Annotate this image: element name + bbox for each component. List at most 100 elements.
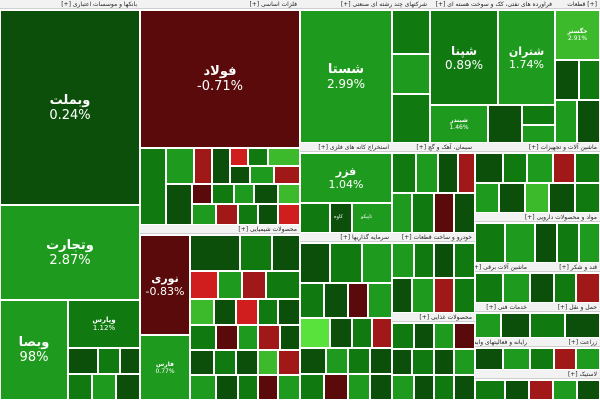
sector-header-misc4[interactable]: لاستیک [+]: [475, 370, 600, 379]
tile-small[interactable]: [549, 183, 575, 213]
tile-small[interactable]: [330, 243, 362, 283]
tile-small[interactable]: [238, 375, 258, 400]
tile-small[interactable]: [577, 380, 600, 400]
tile-small[interactable]: [454, 323, 475, 349]
tile-small[interactable]: [254, 184, 278, 204]
sector-banks[interactable]: بانکها و موسسات اعتباری [+] وبملت 0.24% …: [0, 0, 140, 400]
tile-small[interactable]: [268, 148, 300, 166]
tile-bright[interactable]: [300, 318, 330, 348]
tile-small[interactable]: [434, 193, 454, 233]
tile-small[interactable]: [348, 374, 370, 400]
tile-small[interactable]: [300, 283, 324, 318]
tile-small[interactable]: [212, 184, 234, 204]
tile-small[interactable]: [216, 375, 238, 400]
sector-cement[interactable]: سیمان، آهک و گچ [+]: [392, 143, 475, 233]
sector-header-basic-metals[interactable]: فلزات اساسی [+]: [140, 0, 300, 9]
sector-holdings[interactable]: شرکتهای چند رشته ای صنعتی [+] شستا 2.99%: [300, 0, 430, 143]
sector-pharma[interactable]: مواد و محصولات دارویی [+]: [475, 213, 600, 263]
sector-header-misc3[interactable]: زراعت [+]: [530, 338, 600, 347]
tile-small[interactable]: [98, 348, 120, 374]
tile-foolad[interactable]: فولاد -0.71%: [140, 10, 300, 148]
tile-khgostar[interactable]: خگستر 2.91%: [555, 10, 600, 60]
tile-small[interactable]: [565, 313, 600, 338]
tile-small[interactable]: [557, 223, 579, 263]
tile-small[interactable]: [190, 350, 214, 375]
tile-small[interactable]: [348, 283, 368, 318]
tile-small[interactable]: [475, 223, 505, 263]
sector-header-sugar[interactable]: قند و شکر [+]: [530, 263, 600, 272]
tile-shetran[interactable]: شتران 1.74%: [498, 10, 555, 105]
sector-electric[interactable]: ماشین آلات برقی [+]: [475, 263, 530, 303]
tile-small[interactable]: [194, 148, 212, 184]
tile-small[interactable]: [503, 348, 530, 370]
tile-small[interactable]: [238, 204, 258, 225]
tile-small[interactable]: [499, 183, 525, 213]
tile-small[interactable]: [475, 183, 499, 213]
tile-small[interactable]: [454, 349, 475, 375]
tile-small[interactable]: [434, 349, 454, 375]
tile-small[interactable]: [553, 380, 577, 400]
tile-small[interactable]: [503, 153, 527, 183]
sector-investments[interactable]: سرمایه گذاریها [+]: [300, 233, 392, 400]
tile-small[interactable]: [392, 10, 430, 54]
tile-small[interactable]: [258, 375, 278, 400]
tile-small[interactable]: [575, 153, 600, 183]
tile-small[interactable]: [554, 348, 576, 370]
tile-small[interactable]: [438, 153, 458, 193]
tile-small[interactable]: [392, 193, 412, 233]
tile-small[interactable]: [501, 313, 530, 338]
tile-small[interactable]: [274, 166, 300, 184]
tile-small[interactable]: [218, 271, 242, 299]
tile-small[interactable]: [278, 375, 300, 400]
sector-header-holdings[interactable]: شرکتهای چند رشته ای صنعتی [+]: [300, 0, 430, 9]
sector-metal-ores[interactable]: استخراج کانه های فلزی [+] فزر 1.04% کاوه…: [300, 143, 392, 233]
sector-machinery[interactable]: ماشین آلات و تجهیزات [+]: [475, 143, 600, 213]
tile-small[interactable]: [266, 271, 300, 299]
tile-small[interactable]: [577, 100, 600, 143]
tile-small[interactable]: [527, 153, 553, 183]
tile-small[interactable]: [392, 349, 412, 375]
tile-small[interactable]: [392, 278, 412, 313]
tile-small[interactable]: [475, 313, 501, 338]
tile-small[interactable]: [238, 325, 258, 350]
sector-header-investments[interactable]: سرمایه گذاریها [+]: [300, 233, 392, 242]
tile-small[interactable]: [272, 235, 300, 271]
sector-other[interactable]: [+] قطعات خگستر 2.91%: [555, 0, 600, 143]
tile-small[interactable]: [434, 243, 454, 278]
sector-oil-products[interactable]: فراورده های نفتی، کک و سوخت هسته ای [+] …: [430, 0, 555, 143]
tile-small[interactable]: [280, 325, 300, 350]
sector-auto[interactable]: خودرو و ساخت قطعات [+]: [392, 233, 475, 313]
tile-small[interactable]: [236, 299, 258, 325]
tile-small[interactable]: [434, 278, 454, 313]
tile-small[interactable]: [530, 348, 554, 370]
tile-small[interactable]: [475, 380, 505, 400]
tile-small[interactable]: [555, 60, 579, 100]
tile-small[interactable]: [278, 184, 300, 204]
tile-small[interactable]: [553, 153, 575, 183]
sector-header-misc1[interactable]: خدمات فنی [+]: [475, 303, 530, 312]
tile-small[interactable]: [475, 348, 503, 370]
tile-small[interactable]: [454, 193, 475, 233]
tile-small[interactable]: [392, 54, 430, 94]
tile-small[interactable]: [258, 204, 278, 225]
tile-small[interactable]: [214, 299, 236, 325]
tile-small[interactable]: [555, 100, 577, 143]
tile-small[interactable]: [278, 350, 300, 375]
tile-vbsader[interactable]: وبصا 98%: [0, 300, 68, 400]
sector-misc3[interactable]: زراعت [+]: [530, 338, 600, 370]
sector-food[interactable]: محصولات غذایی [+]: [392, 313, 475, 400]
tile-small[interactable]: [522, 125, 555, 143]
tile-small[interactable]: [454, 278, 475, 313]
tile-fazar[interactable]: فزر 1.04%: [300, 153, 392, 203]
tile-small[interactable]: [326, 348, 348, 374]
sector-transport[interactable]: حمل و نقل [+]: [530, 303, 600, 338]
tile-small[interactable]: [190, 235, 240, 271]
tile-small[interactable]: [68, 374, 92, 400]
tile-small[interactable]: [324, 374, 348, 400]
tile-small[interactable]: [190, 299, 214, 325]
sector-header-chemicals[interactable]: محصولات شیمیایی [+]: [140, 225, 300, 234]
tile-small[interactable]: [192, 184, 212, 204]
tile-small[interactable]: [166, 148, 194, 184]
tile-vpars[interactable]: وپارس 1.12%: [68, 300, 140, 348]
tile-small[interactable]: [248, 148, 268, 166]
